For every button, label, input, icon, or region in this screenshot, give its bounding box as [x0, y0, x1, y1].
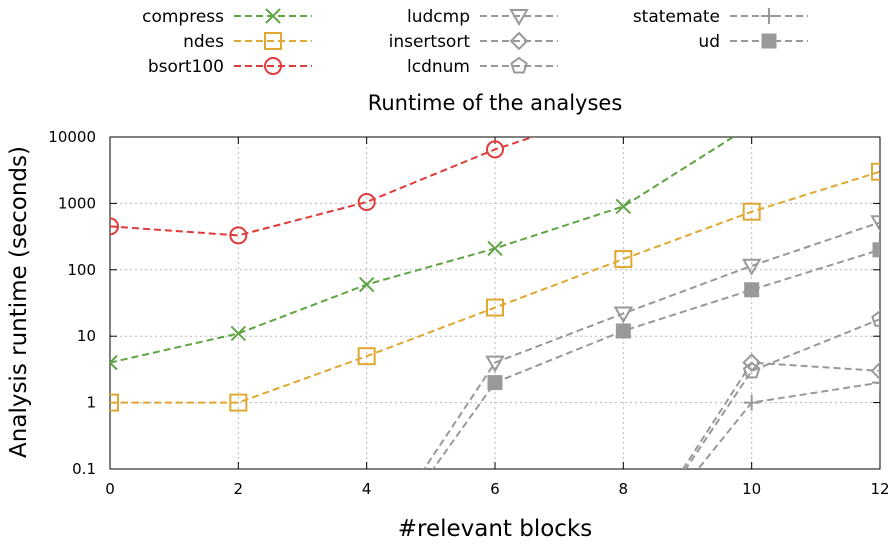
legend-label: compress: [142, 7, 224, 27]
series-line-lcdnum: [684, 318, 880, 469]
legend-label: ud: [698, 32, 720, 52]
data-point-ndes: [229, 393, 248, 412]
legend-item-statemate: statemate: [633, 7, 808, 27]
series-line-ludcmp: [422, 221, 880, 469]
legend-marker: [509, 31, 529, 51]
series-line-ndes: [110, 170, 880, 404]
series-compress: [110, 137, 736, 371]
legend-item-ud: ud: [698, 32, 808, 52]
legend-item-compress: compress: [142, 7, 312, 27]
data-point-ludcmp: [741, 258, 762, 276]
series-insertsort: [681, 353, 880, 469]
y-tick-label: 1000: [58, 194, 96, 212]
data-point-bsort100: [229, 226, 248, 245]
legend-label: bsort100: [148, 57, 224, 77]
data-point-ndes: [871, 162, 880, 181]
legend-item-ludcmp: ludcmp: [407, 7, 558, 27]
data-point-ludcmp: [613, 306, 634, 324]
data-point-bsort100: [486, 140, 504, 159]
x-axis-label: #relevant blocks: [398, 516, 593, 542]
x-tick-label: 10: [742, 480, 761, 498]
series-ud: [431, 242, 880, 469]
data-point-bsort100: [110, 217, 119, 236]
series-bsort100: [110, 137, 536, 245]
series-ndes: [110, 162, 880, 412]
data-point-lcdnum: [742, 361, 761, 379]
legend-marker: [265, 8, 281, 24]
x-tick-label: 4: [362, 480, 372, 498]
legend-label: statemate: [633, 7, 720, 27]
series-ludcmp: [422, 215, 880, 469]
series-line-bsort100: [110, 137, 536, 237]
legend-marker: [510, 56, 528, 74]
data-point-ud: [744, 282, 760, 298]
chart-title: Runtime of the analyses: [368, 91, 623, 115]
x-tick-label: 0: [105, 480, 115, 498]
x-tick-label: 8: [619, 480, 629, 498]
data-point-ud: [872, 242, 880, 258]
data-point-bsort100: [357, 192, 376, 211]
data-point-ludcmp: [485, 355, 505, 373]
data-point-insertsort: [870, 361, 880, 381]
y-tick-label: 10000: [48, 128, 96, 146]
data-point-ndes: [357, 347, 376, 366]
legend-marker: [761, 8, 777, 24]
series-line-compress: [110, 137, 736, 364]
y-tick-label: 1: [86, 394, 96, 412]
legend-item-lcdnum: lcdnum: [407, 56, 558, 77]
x-tick-label: 2: [234, 480, 244, 498]
x-tick-label: 12: [870, 480, 889, 498]
data-point-compress: [358, 276, 375, 293]
data-point-statemate: [872, 374, 880, 391]
data-point-lcdnum: [871, 309, 880, 327]
legend-label: ndes: [183, 32, 224, 52]
y-tick-label: 10: [77, 327, 96, 345]
data-point-compress: [615, 198, 632, 215]
series-lcdnum: [684, 309, 880, 469]
plot-frame: [109, 136, 881, 470]
data-point-statemate: [743, 394, 760, 411]
data-point-ud: [487, 375, 503, 391]
data-point-compress: [110, 354, 118, 371]
data-point-ndes: [742, 202, 761, 221]
data-point-compress: [230, 325, 247, 342]
y-tick-label: 100: [67, 261, 96, 279]
data-point-ud: [615, 323, 631, 339]
legend-label: lcdnum: [407, 57, 470, 77]
legend-marker: [264, 32, 282, 50]
data-point-compress: [487, 240, 503, 257]
data-point-ludcmp: [870, 215, 880, 233]
legend-item-insertsort: insertsort: [389, 31, 558, 52]
legend-label: insertsort: [389, 32, 471, 52]
x-tick-label: 6: [490, 480, 500, 498]
y-tick-label: 0.1: [72, 460, 96, 478]
series-statemate: [696, 374, 880, 469]
data-point-insertsort: [742, 353, 762, 373]
legend-marker: [264, 57, 282, 75]
legend-label: ludcmp: [407, 7, 470, 27]
legend-marker: [509, 9, 529, 27]
legend-marker: [761, 33, 777, 49]
legend-item-bsort100: bsort100: [148, 57, 312, 77]
legend-item-ndes: ndes: [183, 32, 312, 52]
data-point-ndes: [614, 250, 633, 269]
data-point-ndes: [110, 393, 119, 412]
y-axis-label: Analysis runtime (seconds): [6, 146, 32, 458]
data-point-ndes: [486, 298, 504, 317]
